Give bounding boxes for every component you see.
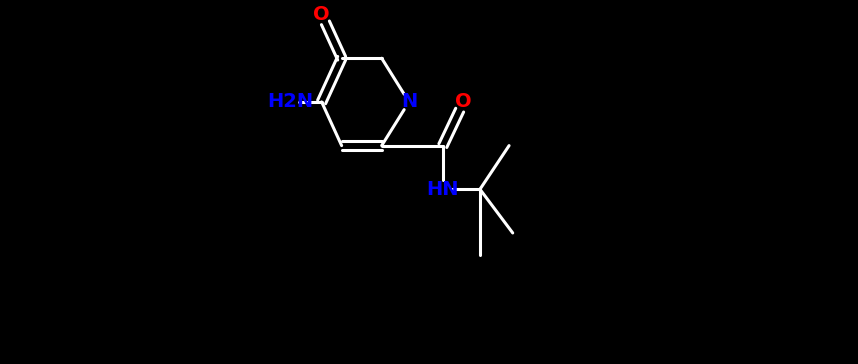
Text: O: O — [313, 5, 330, 24]
Text: HN: HN — [426, 180, 459, 199]
Text: N: N — [401, 92, 417, 111]
Text: H2N: H2N — [267, 92, 313, 111]
Text: O: O — [456, 92, 472, 111]
